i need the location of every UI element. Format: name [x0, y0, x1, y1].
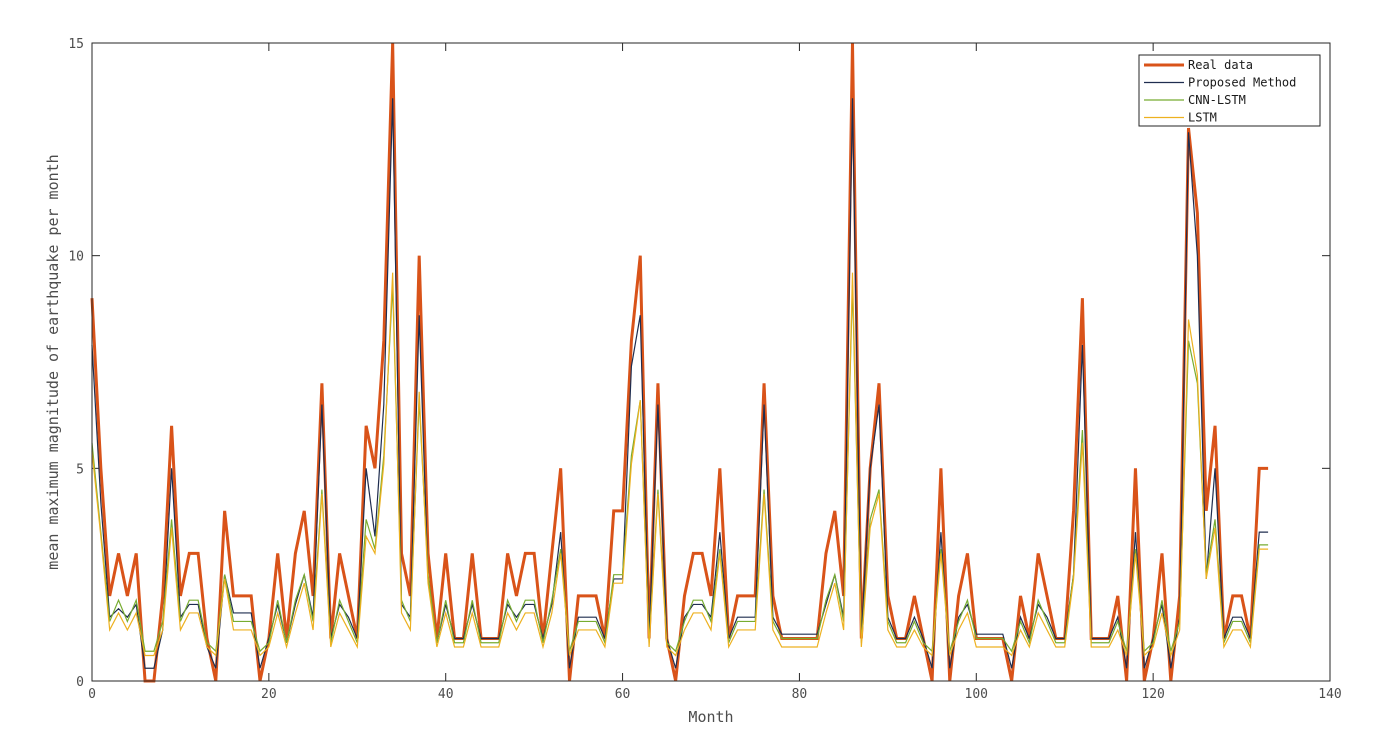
series-layer — [90, 42, 1269, 683]
x-tick-label: 80 — [792, 687, 808, 702]
series-line-real-data — [90, 42, 1269, 683]
y-tick-label: 15 — [68, 37, 84, 52]
series-line-lstm — [91, 272, 1269, 658]
x-tick-label: 40 — [438, 687, 454, 702]
legend-box — [1138, 54, 1321, 127]
x-axis-label: Month — [688, 708, 733, 726]
y-tick-label: 10 — [68, 250, 84, 265]
x-tick-label: 120 — [1141, 687, 1164, 702]
y-tick-label: 0 — [76, 675, 84, 690]
x-tick-label: 100 — [965, 687, 988, 702]
legend-label-lstm: LSTM — [1188, 111, 1217, 125]
plot-frame — [91, 42, 1331, 682]
x-tick-label: 140 — [1318, 687, 1341, 702]
legend-label-cnn-lstm: CNN-LSTM — [1188, 93, 1246, 107]
x-tick-label: 0 — [88, 687, 96, 702]
legend-label-proposed-method: Proposed Method — [1188, 76, 1296, 90]
axis-ticks: 0 20 40 60 80 100 120 140 0 5 10 15 — [68, 37, 1341, 702]
y-tick-label: 5 — [76, 462, 84, 477]
legend-label-real-data: Real data — [1188, 58, 1253, 72]
y-axis-label: mean maximum magnitude of earthquake per… — [44, 154, 62, 569]
legend: Real data Proposed Method CNN-LSTM LSTM — [1138, 54, 1321, 127]
x-tick-label: 20 — [261, 687, 277, 702]
x-tick-label: 60 — [615, 687, 631, 702]
